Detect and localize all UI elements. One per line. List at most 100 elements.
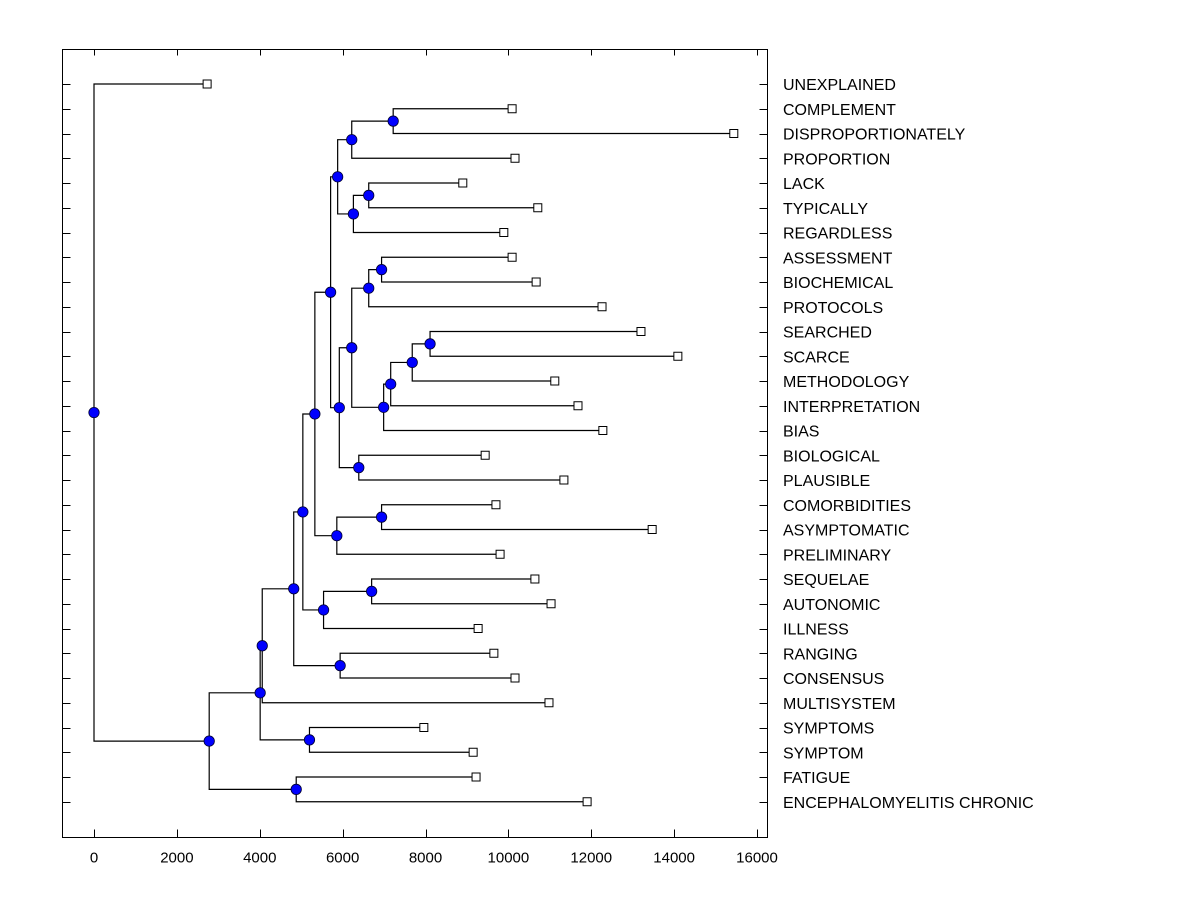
leaf-marker [546, 599, 556, 609]
dendrogram-link [336, 516, 382, 536]
leaf-marker [480, 450, 490, 460]
leaf-label: REGARDLESS [783, 226, 892, 243]
cluster-node [387, 115, 399, 127]
dendrogram-link [330, 176, 338, 293]
leaf-label: COMPLEMENT [783, 102, 896, 119]
dendrogram-link [390, 384, 578, 407]
dendrogram-link [429, 330, 641, 344]
leaf-label: COMORBIDITIES [783, 498, 911, 515]
leaf-marker [729, 129, 739, 138]
leaf-label: AUTONOMIC [783, 597, 880, 614]
cluster-node [363, 282, 375, 294]
cluster-node [385, 378, 397, 390]
dendrogram-links [93, 83, 734, 803]
dendrogram-link [368, 288, 603, 308]
dendrogram-link [380, 256, 513, 270]
leaf-marker [598, 426, 608, 435]
cluster-node [346, 342, 358, 354]
leaf-marker [647, 525, 657, 534]
leaf-marker [471, 772, 481, 782]
leaf-marker [550, 376, 560, 386]
dendrogram-link [351, 139, 516, 159]
cluster-node [346, 134, 358, 146]
cluster-node [378, 401, 390, 413]
dendrogram-link [368, 195, 538, 209]
leaf-label: SYMPTOMS [783, 721, 874, 738]
dendrogram-link [261, 645, 549, 704]
dendrogram-link [337, 139, 352, 177]
plot-frame [62, 49, 768, 838]
dendrogram-link [295, 776, 477, 790]
leaf-label: ILLNESS [783, 622, 849, 639]
dendrogram-link [339, 665, 516, 679]
cluster-node [256, 640, 268, 652]
dendrogram-link [93, 412, 210, 742]
leaf-marker [491, 500, 501, 510]
dendrogram-link [358, 454, 486, 468]
dendrogram-link [380, 504, 496, 518]
cluster-node [297, 506, 309, 518]
leaf-label: LACK [783, 176, 825, 193]
dendrogram-link [337, 176, 354, 215]
x-tick-labels: 0 2000 4000 6000 8000 10000 12000 14000 16000 [90, 850, 778, 867]
leaf-label: UNEXPLAINED [783, 77, 896, 94]
leaf-label: SCARCE [783, 349, 850, 366]
dendrogram-link [295, 789, 588, 803]
dendrogram-link [392, 108, 513, 122]
leaf-marker [507, 252, 517, 262]
leaf-marker [495, 549, 505, 559]
dendrogram-link [261, 588, 294, 646]
dendrogram-link [338, 347, 352, 408]
cluster-node [406, 356, 418, 369]
cluster-node [331, 530, 343, 542]
leaf-marker [510, 673, 520, 683]
dendrogram-link [380, 269, 537, 283]
leaf-marker [202, 79, 212, 89]
leaf-label: ASYMPTOMATIC [783, 523, 910, 540]
dendrogram-link [371, 591, 552, 605]
cluster-node [88, 406, 100, 419]
x-tick-label: 0 [90, 850, 98, 867]
dendrogram-link [322, 609, 479, 630]
dendrogram-link [371, 578, 535, 592]
dendrogram-link [208, 741, 297, 790]
x-tick-label: 4000 [243, 850, 276, 867]
cluster-node [366, 585, 378, 597]
cluster-node [347, 208, 359, 220]
leaf-marker [673, 351, 683, 361]
cluster-node [203, 735, 215, 747]
leaf-marker [582, 797, 592, 807]
dendrogram-link [411, 362, 555, 382]
dendrogram-link [336, 535, 501, 555]
leaf-marker [458, 178, 468, 188]
leaf-label: BIOLOGICAL [783, 448, 880, 465]
leaf-markers [202, 79, 739, 807]
dendrogram-link [314, 291, 331, 414]
leaf-label: INTERPRETATION [783, 399, 920, 416]
dendrogram-link [390, 361, 413, 385]
leaf-marker [559, 475, 569, 485]
dendrogram-link [208, 692, 261, 742]
leaf-marker [531, 277, 541, 287]
cluster-node [332, 171, 344, 183]
x-tick-label: 10000 [488, 850, 530, 867]
leaf-marker [473, 624, 483, 633]
dendrogram-link [330, 292, 340, 409]
leaf-label: MULTISYSTEM [783, 696, 896, 713]
x-tick-label: 12000 [570, 850, 612, 867]
dendrogram-link [429, 343, 678, 357]
dendrogram-link [308, 739, 474, 753]
leaf-label: PRELIMINARY [783, 547, 892, 564]
dendrogram-link [358, 467, 564, 481]
dendrogram-link [368, 182, 463, 196]
leaf-label: SEARCHED [783, 325, 872, 342]
cluster-node [290, 783, 302, 795]
cluster-node [303, 734, 316, 746]
dendrogram-link [351, 347, 384, 408]
dendrogram-link [259, 692, 310, 741]
x-tick-label: 6000 [326, 850, 359, 867]
cluster-node [317, 604, 330, 616]
dendrogram-link [93, 83, 208, 413]
dendrogram-link [338, 407, 359, 469]
